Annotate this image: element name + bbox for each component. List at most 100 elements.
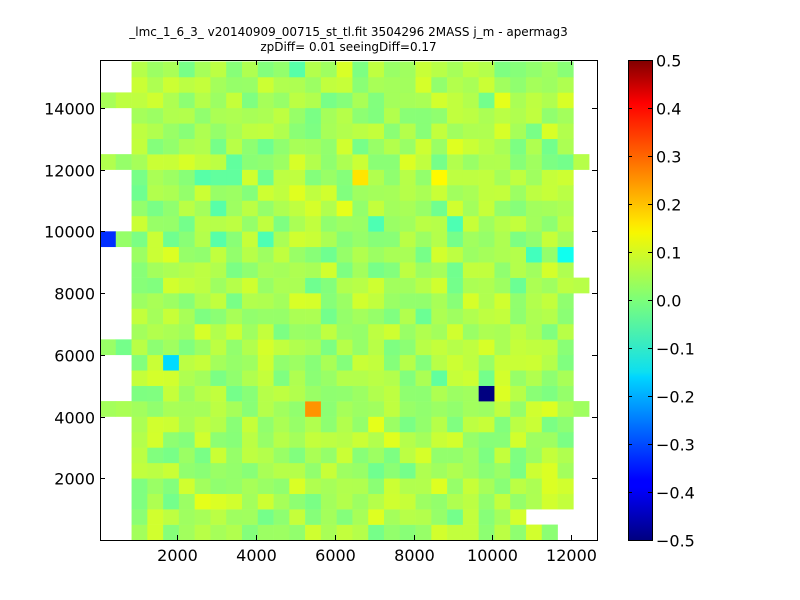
heatmap-cell bbox=[305, 401, 322, 417]
heatmap-cell bbox=[557, 76, 574, 93]
heatmap-cell bbox=[336, 107, 353, 124]
heatmap-cell bbox=[194, 493, 211, 510]
heatmap-cell bbox=[494, 447, 511, 464]
heatmap-cell bbox=[320, 431, 337, 448]
heatmap-cell bbox=[510, 246, 527, 263]
heatmap-cell bbox=[178, 509, 195, 525]
heatmap-cell bbox=[478, 61, 495, 78]
heatmap-cell bbox=[415, 401, 432, 417]
heatmap-cell bbox=[447, 401, 464, 417]
heatmap-cell bbox=[431, 215, 448, 232]
heatmap-cell bbox=[415, 524, 432, 541]
heatmap-cell bbox=[368, 215, 385, 232]
heatmap-cell bbox=[194, 92, 211, 109]
heatmap-cell bbox=[384, 509, 401, 525]
heatmap-cell bbox=[541, 370, 558, 386]
heatmap-cell bbox=[131, 462, 148, 479]
heatmap-cell bbox=[557, 447, 574, 464]
heatmap-cell bbox=[147, 277, 164, 294]
heatmap-cell bbox=[399, 200, 416, 217]
heatmap-cell bbox=[462, 154, 479, 170]
heatmap-cell bbox=[226, 509, 243, 525]
heatmap-cell bbox=[352, 308, 369, 325]
heatmap-cell bbox=[462, 107, 479, 124]
heatmap-cell bbox=[399, 293, 416, 309]
heatmap-cell bbox=[415, 431, 432, 448]
heatmap-cell bbox=[305, 200, 322, 217]
heatmap-cell bbox=[557, 231, 574, 248]
heatmap-cell bbox=[368, 524, 385, 541]
heatmap-cell bbox=[336, 308, 353, 325]
heatmap-cell bbox=[399, 92, 416, 109]
heatmap-cell bbox=[573, 154, 590, 170]
heatmap-cell bbox=[431, 416, 448, 433]
heatmap-cell bbox=[163, 447, 180, 464]
heatmap-cell bbox=[431, 107, 448, 124]
heatmap-cell bbox=[431, 277, 448, 294]
y-tick-label: 14000 bbox=[44, 100, 95, 119]
heatmap-cell bbox=[431, 262, 448, 278]
colorbar-tick-label: 0.2 bbox=[656, 196, 681, 215]
heatmap-cell bbox=[384, 416, 401, 433]
heatmap-cell bbox=[131, 61, 148, 78]
heatmap-cell bbox=[289, 478, 306, 494]
heatmap-cell bbox=[242, 123, 259, 140]
heatmap-cell bbox=[115, 339, 132, 356]
heatmap-cell bbox=[147, 107, 164, 124]
heatmap-cell bbox=[257, 107, 274, 124]
heatmap-cell bbox=[447, 215, 464, 232]
heatmap-cell bbox=[194, 215, 211, 232]
heatmap-cell bbox=[462, 370, 479, 386]
heatmap-cell bbox=[368, 200, 385, 217]
heatmap-cell bbox=[210, 339, 227, 356]
heatmap-cell bbox=[163, 478, 180, 494]
heatmap-cell bbox=[384, 215, 401, 232]
heatmap-cell bbox=[100, 92, 117, 109]
heatmap-cell bbox=[494, 308, 511, 325]
heatmap-cell bbox=[257, 215, 274, 232]
heatmap-cell bbox=[415, 169, 432, 186]
heatmap-cell bbox=[226, 200, 243, 217]
heatmap-cell bbox=[305, 385, 322, 402]
heatmap-cell bbox=[320, 401, 337, 417]
heatmap-cell bbox=[289, 246, 306, 263]
heatmap-cell bbox=[415, 509, 432, 525]
heatmap-cell bbox=[494, 231, 511, 248]
heatmap-cell bbox=[557, 246, 574, 263]
heatmap-cell bbox=[147, 401, 164, 417]
heatmap-cell bbox=[384, 493, 401, 510]
heatmap-cell bbox=[131, 401, 148, 417]
heatmap-cell bbox=[178, 293, 195, 309]
heatmap-cell bbox=[305, 107, 322, 124]
heatmap-cell bbox=[178, 76, 195, 93]
heatmap-cell bbox=[368, 277, 385, 294]
heatmap-cell bbox=[510, 524, 527, 541]
heatmap-cell bbox=[526, 246, 543, 263]
heatmap-cell bbox=[415, 447, 432, 464]
heatmap-cell bbox=[257, 262, 274, 278]
heatmap-cell bbox=[431, 138, 448, 155]
heatmap-cell bbox=[462, 524, 479, 541]
heatmap-cell bbox=[163, 246, 180, 263]
heatmap-cell bbox=[399, 339, 416, 356]
heatmap-cell bbox=[147, 76, 164, 93]
x-tick-label: 12000 bbox=[546, 546, 597, 565]
heatmap-cell bbox=[399, 308, 416, 325]
heatmap-cell bbox=[305, 462, 322, 479]
heatmap-cell bbox=[242, 185, 259, 201]
heatmap-cell bbox=[163, 277, 180, 294]
heatmap-cell bbox=[384, 462, 401, 479]
heatmap-cell bbox=[257, 493, 274, 510]
heatmap-cell bbox=[242, 509, 259, 525]
heatmap-cell bbox=[541, 61, 558, 78]
heatmap-cell bbox=[399, 401, 416, 417]
heatmap-cell bbox=[399, 524, 416, 541]
heatmap-cell bbox=[226, 123, 243, 140]
heatmap-cell bbox=[242, 385, 259, 402]
heatmap-cell bbox=[557, 478, 574, 494]
heatmap-cell bbox=[194, 61, 211, 78]
heatmap-cell bbox=[163, 185, 180, 201]
heatmap-cell bbox=[415, 478, 432, 494]
heatmap-cell bbox=[226, 478, 243, 494]
heatmap-cell bbox=[210, 462, 227, 479]
